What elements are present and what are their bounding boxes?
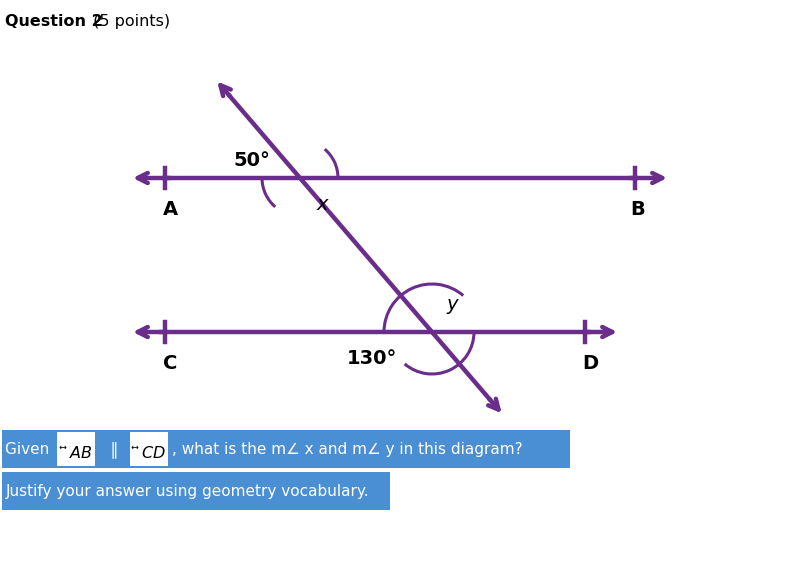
Text: $\overleftrightarrow{CD}$: $\overleftrightarrow{CD}$ bbox=[131, 443, 166, 460]
Text: C: C bbox=[163, 354, 177, 373]
Text: Justify your answer using geometry vocabulary.: Justify your answer using geometry vocab… bbox=[6, 484, 370, 498]
Text: x: x bbox=[316, 195, 328, 213]
Text: 130°: 130° bbox=[347, 348, 397, 368]
Text: (5 points): (5 points) bbox=[88, 14, 170, 29]
Text: Given: Given bbox=[5, 442, 54, 456]
Text: B: B bbox=[630, 200, 646, 219]
Bar bbox=[2, 430, 570, 468]
Text: ∥: ∥ bbox=[105, 440, 124, 458]
Text: D: D bbox=[582, 354, 598, 373]
Text: $\overleftrightarrow{AB}$: $\overleftrightarrow{AB}$ bbox=[59, 443, 93, 460]
Bar bbox=[57, 432, 95, 466]
Text: 50°: 50° bbox=[234, 150, 270, 170]
Bar bbox=[130, 432, 168, 466]
Text: , what is the m∠ x and m∠ y in this diagram?: , what is the m∠ x and m∠ y in this diag… bbox=[172, 442, 522, 456]
Text: Question 2: Question 2 bbox=[5, 14, 102, 29]
Bar bbox=[2, 472, 390, 510]
Text: A: A bbox=[162, 200, 178, 219]
Text: y: y bbox=[446, 295, 458, 314]
